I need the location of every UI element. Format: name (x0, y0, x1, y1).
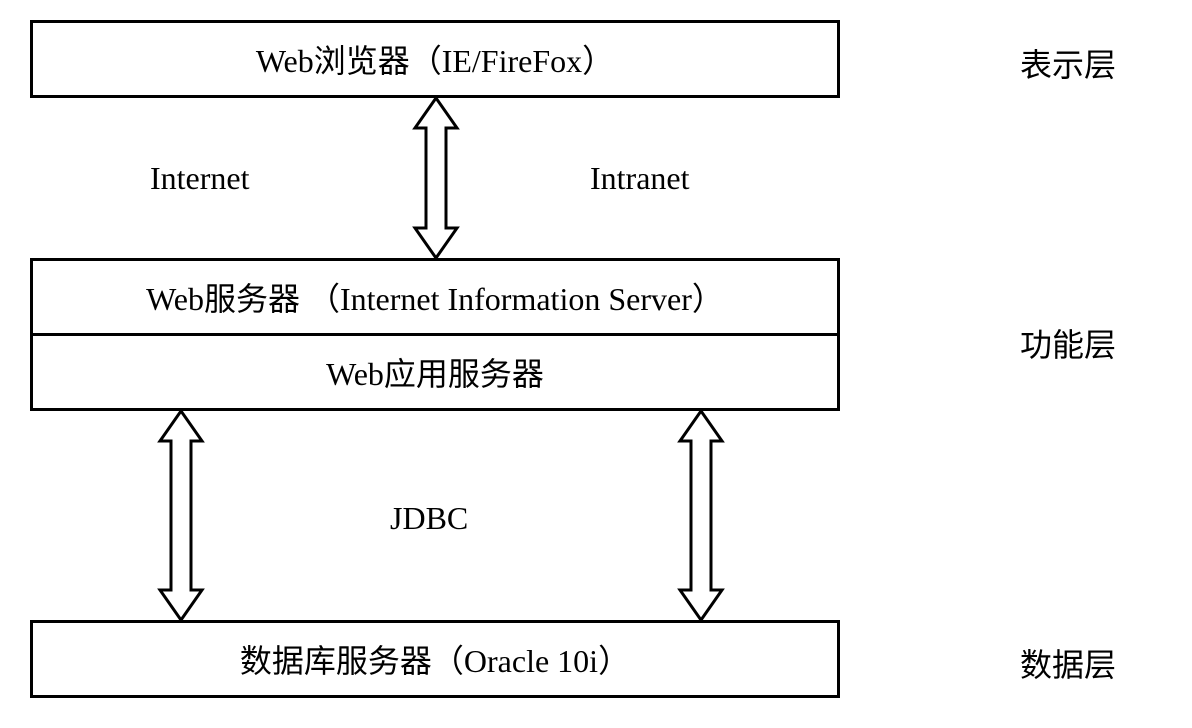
box-dbserver-text: 数据库服务器（Oracle 10i） (240, 636, 630, 682)
arrow-app-db-left (160, 411, 202, 620)
box-appserver-text: Web应用服务器 (326, 349, 544, 395)
conn-label-internet: Internet (150, 160, 250, 197)
arrow-app-db-right (680, 411, 722, 620)
box-dbserver: 数据库服务器（Oracle 10i） (30, 620, 840, 698)
conn-label-jdbc: JDBC (390, 500, 468, 537)
box-appserver: Web应用服务器 (30, 333, 840, 411)
box-browser: Web浏览器（IE/FireFox） (30, 20, 840, 98)
diagram-canvas: Web浏览器（IE/FireFox） Web服务器 （Internet Info… (20, 20, 1172, 708)
layer-label-presentation: 表示层 (1020, 40, 1116, 86)
conn-label-intranet: Intranet (590, 160, 690, 197)
arrow-browser-server (415, 98, 457, 258)
box-browser-text: Web浏览器（IE/FireFox） (256, 36, 614, 82)
box-webserver: Web服务器 （Internet Information Server） (30, 258, 840, 336)
layer-label-function: 功能层 (1020, 320, 1116, 366)
layer-label-data: 数据层 (1020, 640, 1116, 686)
box-webserver-text: Web服务器 （Internet Information Server） (146, 274, 724, 320)
